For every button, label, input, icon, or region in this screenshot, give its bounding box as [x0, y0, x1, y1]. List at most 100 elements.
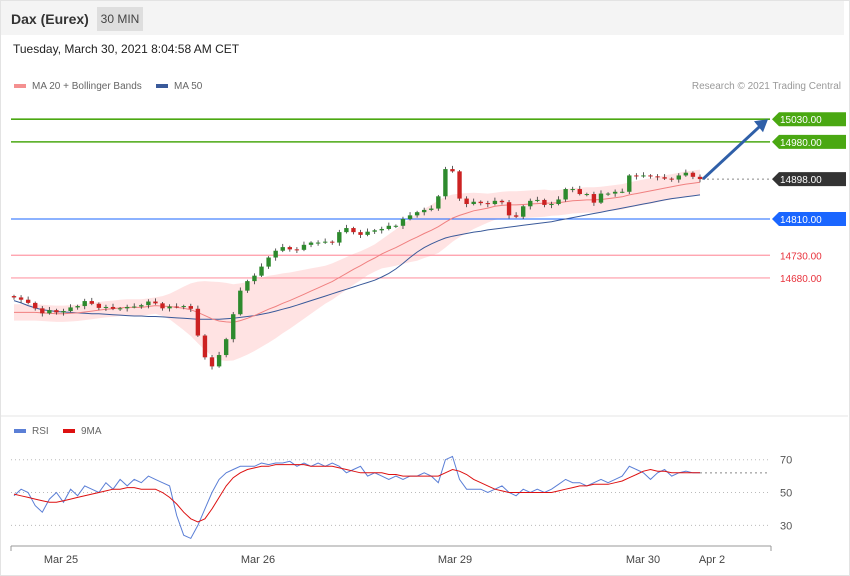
candle-body [132, 306, 137, 308]
candle-body [337, 232, 342, 243]
legend-ma50: MA 50 [156, 81, 202, 92]
timeframe-selector[interactable]: 30 MIN [97, 7, 143, 31]
candle-body [577, 189, 582, 195]
candle-body [273, 250, 278, 258]
candle-body [634, 175, 639, 177]
candle-body [322, 241, 328, 243]
candles-group [11, 165, 703, 370]
candle-body [202, 335, 208, 358]
candle-body [47, 310, 52, 314]
ma20-swatch [14, 84, 26, 89]
ma50-line [13, 194, 701, 320]
candle-body [379, 228, 384, 231]
candle-body [330, 241, 335, 243]
candle-body [294, 249, 300, 251]
rsi-level-label-50: 50 [780, 488, 792, 500]
candle-body [103, 306, 109, 308]
candle-body [238, 290, 243, 315]
candle-body [308, 242, 314, 245]
candle-body [485, 203, 491, 205]
candle-body [605, 193, 611, 195]
candle-body [457, 171, 462, 199]
candle-body [570, 189, 575, 191]
level-label-14810.00: 14810.00 [780, 215, 822, 226]
candle-body [528, 200, 533, 207]
candle-body [393, 225, 399, 227]
level-label-14680.00: 14680.00 [780, 274, 822, 285]
candle-body [598, 193, 604, 203]
x-tick-label: Mar 30 [626, 554, 660, 566]
x-tick-label: Mar 29 [438, 554, 472, 566]
level-label-15030.00: 15030.00 [780, 115, 822, 126]
projection-arrow-head [754, 119, 768, 133]
candle-body [117, 308, 123, 310]
candle-body [620, 191, 625, 193]
candle-body [209, 357, 215, 367]
candle-body [690, 172, 696, 177]
candle-body [18, 297, 24, 300]
candle-body [414, 212, 420, 216]
candle-body [662, 177, 667, 179]
candle-body [315, 242, 321, 244]
candle-body [68, 307, 73, 312]
candle-body [407, 215, 413, 219]
rsi-line [13, 455, 700, 540]
candle-body [124, 306, 130, 309]
bollinger-band [14, 169, 700, 361]
level-label-14898.00: 14898.00 [780, 175, 822, 186]
candle-body [358, 232, 363, 235]
legend-rsi-label: RSI [32, 426, 49, 437]
candle-body [400, 218, 406, 226]
candle-body [513, 215, 519, 217]
level-tag-14810.00 [772, 211, 846, 226]
candle-body [641, 175, 646, 177]
candle-body [421, 209, 427, 213]
candle-body [648, 175, 653, 177]
candle-body [499, 200, 505, 203]
rsi-ma-line [13, 464, 700, 523]
candle-body [676, 175, 681, 180]
legend-ma20: MA 20 + Bollinger Bands [14, 81, 142, 92]
legend-ma20-label: MA 20 + Bollinger Bands [32, 81, 142, 92]
candle-body [61, 311, 66, 313]
x-tick-label: Apr 2 [699, 554, 725, 566]
candle-body [655, 176, 660, 178]
candle-body [697, 176, 703, 180]
candle-body [259, 266, 264, 276]
legend-ma50-label: MA 50 [174, 81, 203, 92]
instrument-name: Dax (Eurex) [11, 11, 89, 27]
candle-body [174, 306, 179, 308]
candle-body [110, 306, 116, 309]
projection-arrow-shaft [701, 125, 762, 181]
candle-body [443, 169, 448, 197]
rsi-ma-swatch [63, 429, 75, 434]
candle-body [54, 310, 59, 313]
candle-body [436, 196, 441, 209]
candle-body [372, 230, 377, 232]
timestamp: Tuesday, March 30, 2021 8:04:58 AM CET [13, 42, 240, 56]
level-label-14980.00: 14980.00 [780, 138, 822, 149]
rsi-level-label-70: 70 [780, 455, 792, 467]
x-tick-label: Mar 26 [241, 554, 275, 566]
candle-body [683, 172, 689, 176]
candle-body [535, 199, 540, 201]
candle-body [301, 244, 307, 250]
candle-body [591, 194, 597, 203]
rsi-level-label-30: 30 [780, 520, 792, 532]
candle-body [231, 314, 236, 340]
candle-body [96, 303, 102, 308]
candle-body [153, 301, 158, 304]
candle-body [478, 201, 483, 204]
candle-body [252, 275, 257, 282]
candle-body [266, 257, 271, 267]
candle-body [75, 306, 80, 308]
ma50-swatch [156, 84, 168, 89]
candle-body [365, 231, 370, 235]
candle-body [506, 202, 512, 216]
candle-body [188, 306, 193, 309]
candle-body [195, 308, 201, 336]
candle-body [146, 301, 151, 306]
copyright-notice: Research © 2021 Trading Central [691, 81, 841, 92]
